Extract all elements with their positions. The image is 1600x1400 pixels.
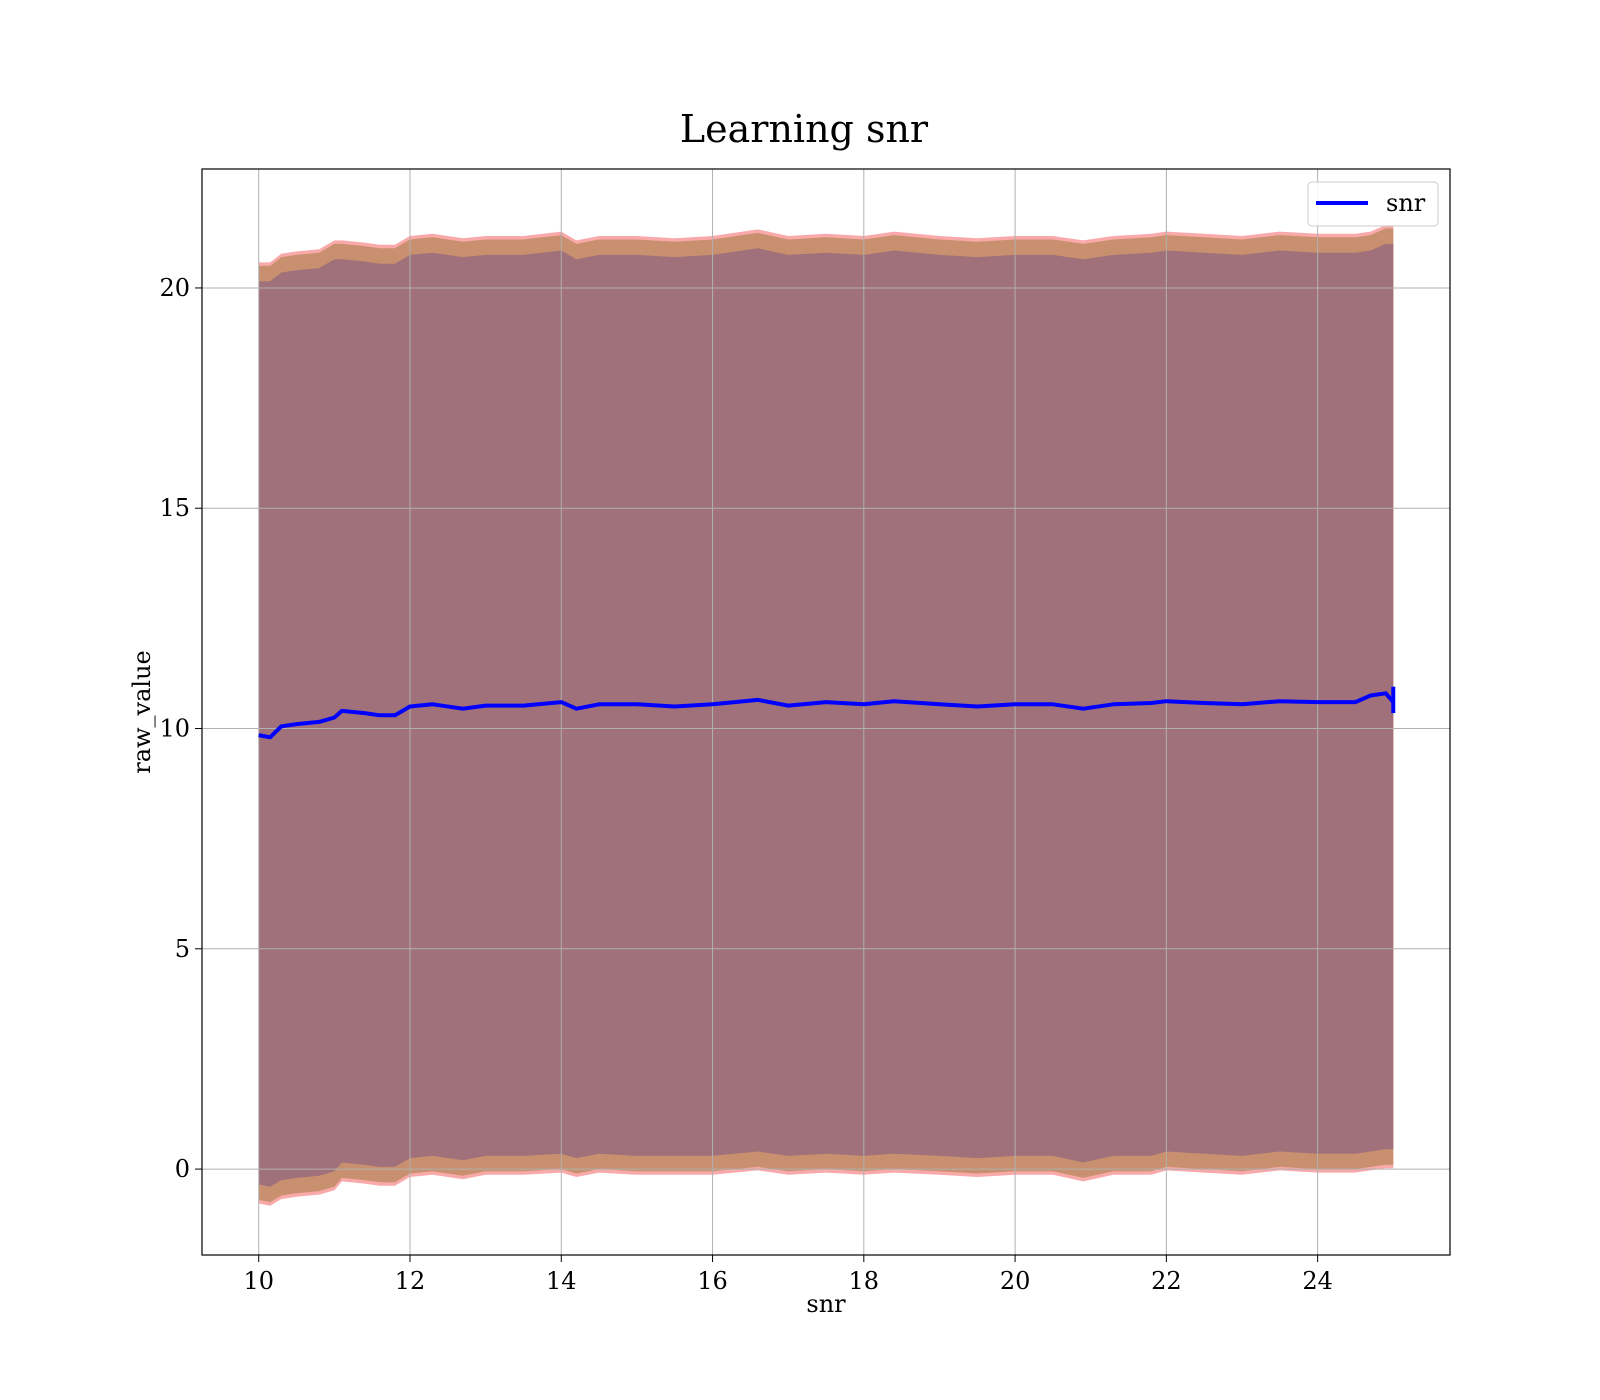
legend: snr [1307, 181, 1439, 227]
x-tick-label: 12 [395, 1267, 426, 1295]
chart-title: Learning snr [680, 107, 929, 151]
grid-lines [202, 169, 1450, 1255]
x-tick-label: 22 [1151, 1267, 1182, 1295]
x-tick-label: 16 [697, 1267, 728, 1295]
x-tick-label: 14 [546, 1267, 577, 1295]
y-tick-label: 20 [159, 274, 190, 302]
x-axis-ticks: 10 12 14 16 18 20 22 24 [243, 1255, 1333, 1295]
band-inner [258, 243, 1394, 1187]
x-axis-label: snr [806, 1290, 846, 1318]
x-tick-label: 20 [1000, 1267, 1031, 1295]
legend-box [1307, 181, 1439, 227]
x-tick-label: 18 [849, 1267, 880, 1295]
y-axis-ticks: 0 5 10 15 20 [159, 274, 202, 1183]
y-axis-label: raw_value [128, 650, 156, 774]
plot-frame [201, 168, 1451, 1256]
x-tick-label: 10 [243, 1267, 274, 1295]
y-tick-label: 0 [175, 1155, 190, 1183]
series-line-snr [258, 691, 1395, 740]
confidence-bands [258, 225, 1394, 1206]
y-tick-label: 5 [175, 935, 190, 963]
y-tick-label: 10 [159, 715, 190, 743]
y-tick-label: 15 [159, 494, 190, 522]
legend-label-snr: snr [1386, 189, 1426, 217]
x-tick-label: 24 [1302, 1267, 1333, 1295]
series-lines [258, 686, 1396, 740]
